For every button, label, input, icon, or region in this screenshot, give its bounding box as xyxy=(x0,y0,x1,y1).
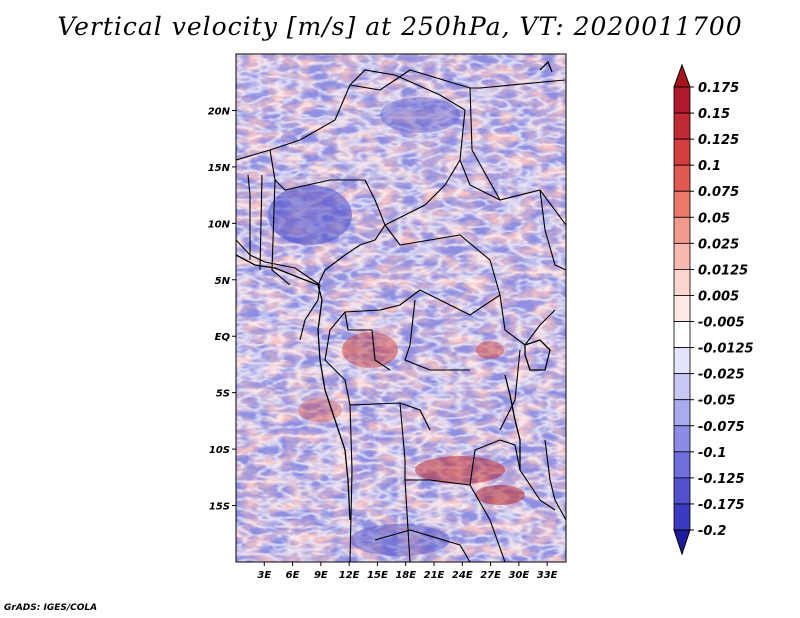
colorbar-segment xyxy=(673,242,691,270)
colorbar-label: 0.15 xyxy=(698,107,730,122)
map-title: Vertical velocity [m/s] at 250hPa, VT: 2… xyxy=(57,12,743,41)
colorbar-label: 0.075 xyxy=(698,185,739,200)
colorbar-label: -0.0125 xyxy=(698,342,754,357)
colorbar-segment xyxy=(673,86,691,114)
lat-tick-label: EQ xyxy=(215,332,231,343)
colorbar-segment xyxy=(673,503,691,531)
colorbar-label: -0.005 xyxy=(698,316,745,331)
colorbar-label: 0.125 xyxy=(698,133,739,148)
colorbar-segment xyxy=(673,269,691,296)
lon-tick-label: 27E xyxy=(480,570,501,581)
lon-tick-label: 9E xyxy=(314,570,328,581)
colorbar-label: 0.175 xyxy=(698,81,739,96)
lon-tick-label: 12E xyxy=(339,570,360,581)
colorbar-top-triangle xyxy=(673,63,691,88)
map-frame xyxy=(235,53,567,563)
colorbar-label: -0.2 xyxy=(698,524,726,539)
lat-tick-label: 5S xyxy=(216,389,230,400)
colorbar-label: 0.025 xyxy=(698,237,739,252)
colorbar-segment xyxy=(673,216,691,244)
latitude-axis: 20N 15N 10N 5N EQ 5S 10S 15S xyxy=(208,106,236,513)
colorbar-bottom-triangle xyxy=(673,529,691,556)
lon-tick-label: 15E xyxy=(367,570,388,581)
country-borders xyxy=(236,69,566,562)
lon-tick-label: 24E xyxy=(452,570,473,581)
colorbar-label: -0.1 xyxy=(698,446,726,461)
colorbar-label: -0.075 xyxy=(698,420,745,435)
longitude-axis: 3E 6E 9E 12E 15E 18E 21E 24E 27E 30E 33E xyxy=(257,562,558,581)
grads-credit: GrADS: IGES/COLA xyxy=(4,603,98,613)
lat-tick-label: 20N xyxy=(208,106,231,117)
lat-tick-label: 15N xyxy=(208,163,231,174)
colorbar-label: -0.05 xyxy=(698,394,735,409)
colorbar-segment xyxy=(673,399,691,427)
colorbar-label: 0.005 xyxy=(698,289,739,304)
colorbar-segment xyxy=(673,347,691,375)
colorbar-segment xyxy=(673,164,691,192)
colorbar-label: -0.025 xyxy=(698,368,745,383)
lon-tick-label: 21E xyxy=(424,570,445,581)
lon-tick-label: 6E xyxy=(286,570,300,581)
colorbar-segment xyxy=(673,373,691,401)
colorbar-label: -0.175 xyxy=(698,498,745,513)
colorbar-label: 0.0125 xyxy=(698,263,748,278)
colorbar: 0.175 0.15 0.125 0.1 0.075 0.05 0.025 0.0125 0.0… xyxy=(673,63,754,556)
shaded-field xyxy=(236,54,566,562)
lon-tick-label: 30E xyxy=(508,570,529,581)
colorbar-segment xyxy=(673,295,691,322)
colorbar-segment xyxy=(673,425,691,453)
colorbar-label: 0.1 xyxy=(698,159,721,174)
lat-tick-label: 10S xyxy=(209,445,230,456)
colorbar-label: 0.05 xyxy=(698,211,730,226)
colorbar-label: -0.125 xyxy=(698,472,745,487)
lat-tick-label: 15S xyxy=(209,502,230,513)
colorbar-segment xyxy=(673,477,691,505)
lon-tick-label: 3E xyxy=(257,570,271,581)
lat-tick-label: 10N xyxy=(208,219,231,230)
lat-tick-label: 5N xyxy=(215,276,231,287)
colorbar-segment xyxy=(673,321,691,348)
colorbar-segment xyxy=(673,451,691,479)
lon-tick-label: 33E xyxy=(537,570,558,581)
colorbar-segment xyxy=(673,112,691,140)
colorbar-segment xyxy=(673,138,691,166)
lon-tick-label: 18E xyxy=(395,570,416,581)
colorbar-segment xyxy=(673,190,691,218)
coastlines xyxy=(236,60,553,521)
